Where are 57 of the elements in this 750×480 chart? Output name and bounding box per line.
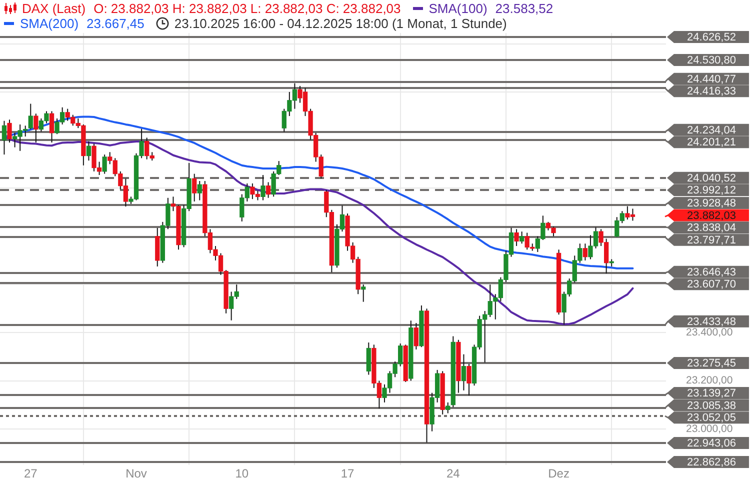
ref-line-label: 24.201,21 <box>687 136 736 149</box>
legend-label: SMA(200) <box>20 16 79 31</box>
candlestick <box>366 342 371 376</box>
ref-line-label: 23.139,27 <box>687 388 736 400</box>
ref-line-label: 23.838,04 <box>687 222 736 234</box>
x-tick-label: Nov <box>126 466 147 480</box>
candlestick <box>192 173 197 202</box>
ref-line-label: 23.646,43 <box>687 266 736 278</box>
candlestick <box>361 284 366 302</box>
x-tick-label: 17 <box>340 466 355 480</box>
x-tick-label: 10 <box>235 466 249 480</box>
y-tick-label: 23.200,00 <box>686 374 733 387</box>
ref-line-label: 23.433,48 <box>687 316 736 328</box>
legend-label: DAX (Last) <box>22 1 86 16</box>
text: 23.667,45 <box>86 16 144 31</box>
candlestick <box>34 113 38 144</box>
candlestick <box>2 120 7 156</box>
ref-line-label: 24.530,80 <box>687 54 736 67</box>
x-tick-label: 27 <box>24 466 38 480</box>
ref-line-label: 24.040,52 <box>687 172 736 184</box>
y-tick-label: 23.000,00 <box>686 422 733 435</box>
ref-line-label: 24.440,77 <box>687 73 736 86</box>
text: 23.882,03 <box>687 210 736 222</box>
ref-line-label: 24.626,52 <box>687 32 736 44</box>
candlestick <box>197 180 202 201</box>
chart-subtitle: 23.10.2025 16:00 - 04.12.2025 18:00 (1 Monat, 1 Stunde) <box>174 16 507 31</box>
candlestick <box>28 103 33 130</box>
candlestick <box>414 322 419 350</box>
candlestick <box>49 110 54 144</box>
candlestick <box>102 154 107 174</box>
ref-line-label: 23.052,05 <box>687 412 736 424</box>
text: 23.583,52 <box>495 1 554 16</box>
x-tick-label: 24 <box>446 466 460 480</box>
candlestick <box>266 182 271 198</box>
ref-line-label: 23.992,12 <box>687 184 736 197</box>
candlestick <box>461 354 466 391</box>
candlestick <box>466 363 472 396</box>
candlestick <box>446 402 450 414</box>
candlestick <box>582 243 588 261</box>
x-tick-label: Dez <box>548 466 570 480</box>
ref-line-label: 23.928,48 <box>687 197 736 210</box>
ref-line-label: 22.862,86 <box>687 456 736 469</box>
candlestick <box>86 140 92 162</box>
y-tick-label: 23.400,00 <box>686 326 733 339</box>
candlestick <box>7 119 12 144</box>
candlestick <box>514 228 519 246</box>
ref-line-label: 23.085,38 <box>687 400 736 412</box>
ref-line-label: 22.943,06 <box>687 438 736 450</box>
ref-line-label: 23.607,70 <box>687 278 736 291</box>
ref-line-label: 23.797,71 <box>687 234 736 246</box>
text: O: 23.882,03 H: 23.882,03 L: 23.882,03 C: 23.882,03 <box>94 1 401 16</box>
candlestick <box>260 174 266 201</box>
ref-line-label: 23.275,45 <box>687 358 736 370</box>
ref-line-label: 24.234,04 <box>687 124 736 136</box>
ref-line-label: 24.416,33 <box>687 86 736 98</box>
candlestick <box>519 231 524 244</box>
legend-label: SMA(100) <box>428 1 488 16</box>
